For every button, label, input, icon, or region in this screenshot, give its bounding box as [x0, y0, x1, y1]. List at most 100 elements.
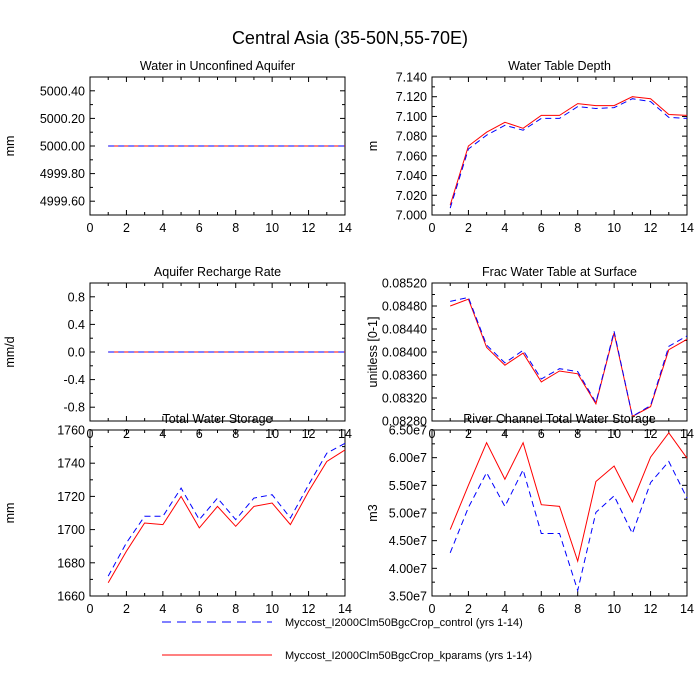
y-axis-label: m3: [366, 504, 380, 521]
series-line-control: [449, 98, 688, 209]
y-tick-label: 0.08360: [382, 369, 427, 383]
panel-title: Water in Unconfined Aquifer: [140, 59, 295, 73]
x-tick-label: 4: [501, 602, 508, 616]
y-tick-label: 0.08320: [382, 392, 427, 406]
panel-title: River Channel Total Water Storage: [463, 412, 656, 426]
x-tick-label: 10: [607, 221, 621, 235]
y-tick-label: 7.100: [396, 110, 427, 124]
y-tick-label: 6.00e7: [389, 451, 427, 465]
x-tick-label: 8: [574, 602, 581, 616]
legend: Myccost_I2000Clm50BgcCrop_control (yrs 1…: [162, 617, 532, 662]
plot-frame: [431, 429, 688, 597]
x-tick-label: 14: [680, 602, 694, 616]
chart-panels: Water in Unconfined Aquifer mm 0 2 4 6 8 10 12 14…: [3, 59, 694, 616]
plot-frame: [89, 429, 346, 597]
y-tick-label: 5000.40: [40, 84, 85, 98]
x-tick-label: 8: [232, 221, 239, 235]
x-tick-label: 2: [465, 602, 472, 616]
x-tick-label: 10: [265, 221, 279, 235]
x-tick-label: 10: [607, 602, 621, 616]
x-tick-label: 4: [501, 221, 508, 235]
x-tick-label: 10: [265, 602, 279, 616]
y-tick-label: 0.8: [68, 290, 85, 304]
chart-panel-1: Water in Unconfined Aquifer mm 0 2 4 6 8 10 12 14…: [3, 59, 352, 235]
x-tick-label: 8: [232, 602, 239, 616]
y-tick-label: 4999.60: [40, 195, 85, 209]
y-tick-label: 5.00e7: [389, 507, 427, 521]
x-tick-label: 6: [196, 602, 203, 616]
x-tick-label: 0: [429, 602, 436, 616]
y-axis-label: m: [366, 141, 380, 151]
y-axis-label: unitless [0-1]: [366, 317, 380, 388]
x-tick-label: 12: [302, 221, 316, 235]
series-line-control: [449, 460, 688, 593]
y-tick-label: 5.50e7: [389, 479, 427, 493]
y-tick-label: 3.50e7: [389, 590, 427, 604]
y-tick-label: -0.4: [63, 373, 85, 387]
y-tick-label: 4.50e7: [389, 534, 427, 548]
panel-title: Total Water Storage: [162, 412, 272, 426]
y-tick-label: 7.080: [396, 130, 427, 144]
chart-panel-5: Total Water Storage mm 0 2 4 6 8 10 12 14 1660 1680…: [3, 412, 352, 616]
x-tick-label: 4: [159, 602, 166, 616]
y-tick-label: 1740: [57, 457, 85, 471]
y-tick-label: 7.120: [396, 90, 427, 104]
y-tick-label: -0.8: [63, 401, 85, 415]
panel-title: Water Table Depth: [508, 59, 611, 73]
panel-title: Frac Water Table at Surface: [482, 265, 637, 279]
x-tick-label: 2: [465, 221, 472, 235]
x-tick-label: 6: [196, 221, 203, 235]
y-tick-label: 0.08520: [382, 277, 427, 291]
series-line-kparams: [449, 431, 688, 563]
x-tick-label: 12: [302, 602, 316, 616]
y-tick-label: 0.0: [68, 346, 85, 360]
x-tick-label: 14: [338, 602, 352, 616]
x-tick-label: 4: [159, 221, 166, 235]
x-tick-label: 0: [429, 221, 436, 235]
series-line-kparams: [449, 96, 688, 206]
y-tick-label: 0.4: [68, 318, 85, 332]
y-tick-label: 1680: [57, 556, 85, 570]
y-tick-label: 7.140: [396, 71, 427, 85]
x-tick-label: 6: [538, 602, 545, 616]
plot-frame: [431, 76, 688, 216]
x-tick-label: 14: [680, 221, 694, 235]
legend-label-kparams: Myccost_I2000Clm50BgcCrop_kparams (yrs 1…: [285, 650, 532, 662]
x-tick-label: 0: [87, 602, 94, 616]
chart-panel-2: Water Table Depth m 0 2 4 6 8 10 12 14 7.000 7.020 7…: [366, 59, 694, 235]
series-line-kparams: [107, 449, 346, 583]
y-tick-label: 1760: [57, 424, 85, 438]
figure-title: Central Asia (35-50N,55-70E): [232, 28, 468, 48]
y-tick-label: 5000.20: [40, 112, 85, 126]
series-line-control: [107, 442, 346, 577]
x-tick-label: 2: [123, 221, 130, 235]
y-tick-label: 7.020: [396, 189, 427, 203]
y-tick-label: 1660: [57, 590, 85, 604]
y-tick-label: 4999.80: [40, 167, 85, 181]
x-tick-label: 0: [87, 221, 94, 235]
x-tick-label: 12: [644, 602, 658, 616]
y-tick-label: 7.000: [396, 209, 427, 223]
series-line-kparams: [450, 298, 688, 418]
x-tick-label: 8: [574, 221, 581, 235]
y-tick-label: 0.08480: [382, 300, 427, 314]
x-tick-label: 14: [338, 221, 352, 235]
y-tick-label: 0.08280: [382, 415, 427, 429]
y-tick-label: 0.08400: [382, 346, 427, 360]
chart-panel-6: River Channel Total Water Storage m3 0 2 4 6 8…: [366, 412, 694, 616]
y-tick-label: 7.060: [396, 149, 427, 163]
x-tick-label: 2: [123, 602, 130, 616]
series-line-control: [450, 296, 688, 418]
y-axis-label: mm/d: [3, 336, 17, 367]
y-tick-label: 6.50e7: [389, 424, 427, 438]
x-tick-label: 6: [538, 221, 545, 235]
y-tick-label: 1720: [57, 490, 85, 504]
panel-title: Aquifer Recharge Rate: [154, 265, 281, 279]
y-tick-label: 4.00e7: [389, 562, 427, 576]
legend-label-control: Myccost_I2000Clm50BgcCrop_control (yrs 1…: [285, 617, 523, 629]
x-tick-label: 12: [644, 221, 658, 235]
y-axis-label: mm: [3, 503, 17, 524]
y-tick-label: 7.040: [396, 169, 427, 183]
y-tick-label: 0.08440: [382, 323, 427, 337]
